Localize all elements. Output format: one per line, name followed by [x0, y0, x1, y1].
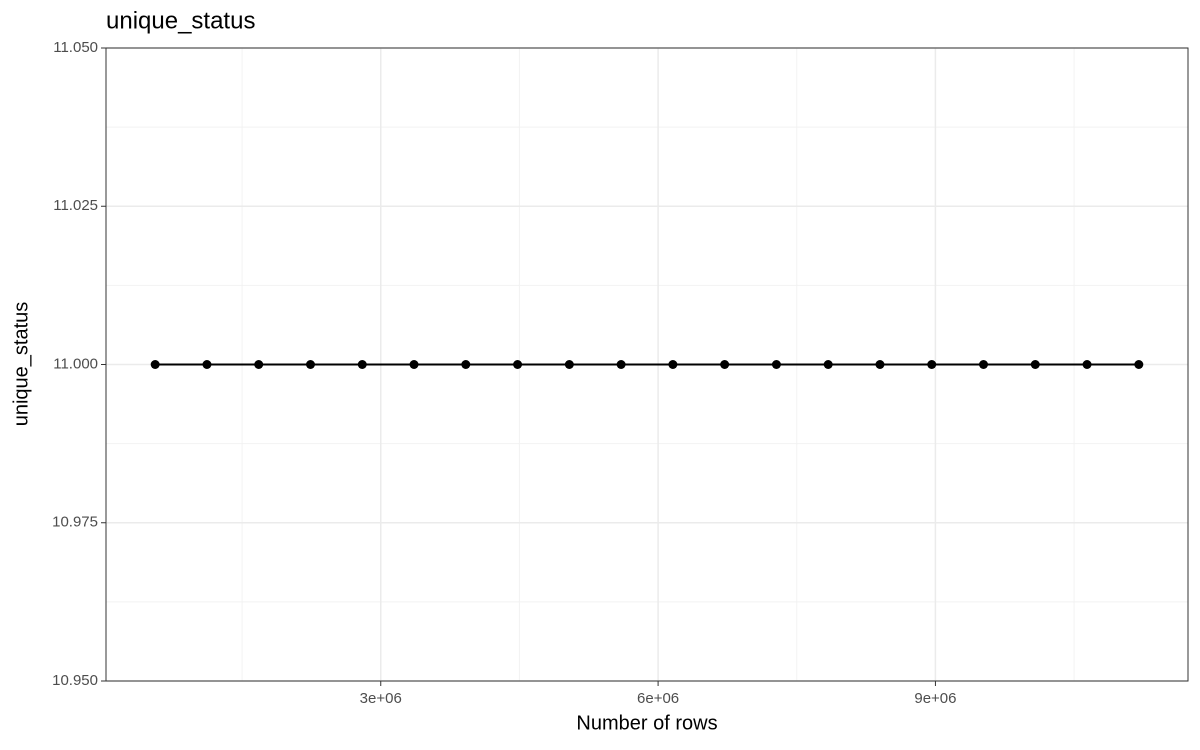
point	[616, 360, 626, 369]
chart-title: unique_status	[106, 7, 255, 34]
point	[409, 360, 419, 369]
point	[979, 360, 989, 369]
point	[254, 360, 264, 369]
plot-border	[105, 47, 1189, 682]
point	[305, 360, 315, 369]
point	[150, 360, 160, 369]
x-tick-label: 9e+06	[914, 690, 956, 707]
y-tick-label: 10.950	[52, 672, 98, 689]
y-tick-label: 11.025	[53, 197, 98, 214]
x-axis-label: Number of rows	[576, 712, 717, 734]
y-tick-label: 11.050	[53, 39, 98, 56]
y-tick-label: 11.000	[53, 355, 98, 372]
point	[513, 360, 523, 369]
point	[1030, 360, 1040, 369]
point	[875, 360, 885, 369]
point	[357, 360, 367, 369]
point	[202, 360, 212, 369]
point	[927, 360, 937, 369]
point	[720, 360, 730, 369]
point	[461, 360, 471, 369]
point	[564, 360, 574, 369]
point	[823, 360, 833, 369]
x-tick-label: 6e+06	[637, 690, 679, 707]
point	[668, 360, 678, 369]
point	[1082, 360, 1092, 369]
point	[1134, 360, 1144, 369]
y-tick-label: 10.975	[52, 514, 98, 531]
point	[771, 360, 781, 369]
x-tick-label: 3e+06	[360, 690, 402, 707]
y-axis-label: unique_status	[10, 302, 32, 427]
